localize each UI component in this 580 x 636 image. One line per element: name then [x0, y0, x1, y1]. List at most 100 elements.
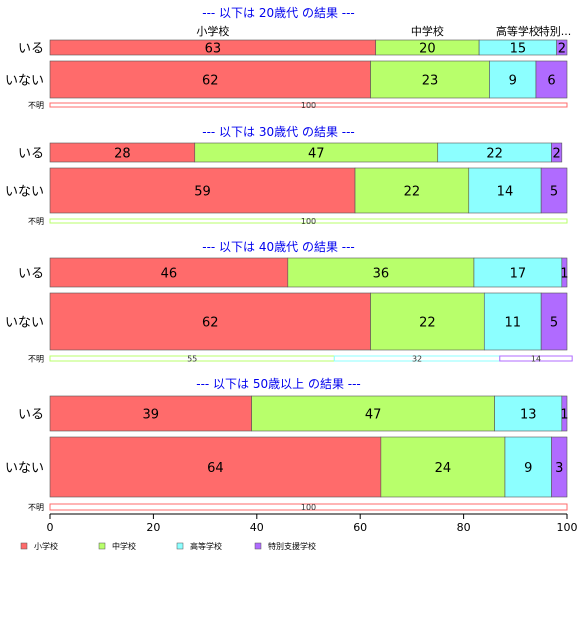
- segment-value-label: 5: [550, 316, 558, 331]
- segment-value-label: 62: [202, 74, 219, 89]
- segment-value-label: 100: [301, 503, 316, 512]
- bar-segment: [535, 60, 568, 99]
- segment-value-label: 47: [308, 147, 325, 162]
- bar-segment: [380, 436, 506, 498]
- bar-segment: [370, 60, 490, 99]
- category-header: 中学校: [411, 24, 444, 38]
- legend-label: 中学校: [112, 541, 136, 551]
- segment-value-label: 32: [412, 355, 422, 364]
- segment-value-label: 64: [207, 461, 224, 476]
- segment-value-label: 3: [555, 461, 563, 476]
- segment-value-label: 9: [509, 74, 517, 89]
- category-header: 特別...: [539, 24, 572, 38]
- row-label: いない: [5, 316, 44, 331]
- segment-value-label: 20: [419, 42, 436, 57]
- segment-value-label: 47: [365, 408, 382, 423]
- row-label: 不明: [28, 101, 44, 110]
- x-tick-label: 100: [557, 521, 578, 534]
- bar-segment: [354, 167, 470, 214]
- segment-value-label: 55: [187, 355, 197, 364]
- row-label: 不明: [28, 503, 44, 512]
- bar-segment: [49, 395, 252, 432]
- bar-segment: [540, 167, 568, 214]
- legend-swatch: [20, 542, 28, 550]
- segment-value-label: 22: [486, 147, 503, 162]
- bar-segment: [251, 395, 495, 432]
- segment-value-label: 15: [510, 42, 527, 57]
- bar-segment: [494, 395, 563, 432]
- segment-value-label: 17: [510, 267, 527, 282]
- segment-value-label: 39: [143, 408, 160, 423]
- bar-segment: [561, 257, 568, 288]
- x-tick-label: 20: [146, 521, 160, 534]
- bar-segment: [49, 257, 289, 288]
- bar-segment: [287, 257, 475, 288]
- segment-value-label: 9: [524, 461, 532, 476]
- segment-value-label: 63: [205, 42, 222, 57]
- bar-segment: [49, 218, 568, 224]
- segment-value-label: 23: [422, 74, 439, 89]
- legend-label: 小学校: [34, 541, 58, 551]
- bar-segment: [483, 292, 542, 351]
- row-label: いる: [18, 147, 44, 162]
- row-label: いる: [18, 267, 44, 282]
- bar-segment: [49, 436, 382, 498]
- segment-value-label: 24: [435, 461, 452, 476]
- row-label: 不明: [28, 355, 44, 364]
- bar-segment: [49, 60, 371, 99]
- row-label: いる: [18, 42, 44, 57]
- segment-value-label: 46: [161, 267, 178, 282]
- row-label: いない: [5, 185, 44, 200]
- bar-segment: [49, 167, 356, 214]
- legend-label: 高等学校: [190, 541, 222, 551]
- segment-value-label: 11: [504, 316, 521, 331]
- segment-value-label: 22: [419, 316, 436, 331]
- legend-swatch: [98, 542, 106, 550]
- row-label: いない: [5, 461, 44, 476]
- segment-value-label: 22: [404, 185, 421, 200]
- bar-segment: [561, 395, 568, 432]
- bar-segment: [551, 142, 563, 163]
- bar-segment: [551, 436, 568, 498]
- bar-segment: [49, 292, 371, 351]
- legend-swatch: [176, 542, 184, 550]
- segment-value-label: 2: [553, 147, 561, 162]
- bar-segment: [49, 102, 568, 108]
- segment-value-label: 62: [202, 316, 219, 331]
- segment-value-label: 13: [520, 408, 537, 423]
- group-title: --- 以下は 20歳代 の結果 ---: [202, 6, 355, 20]
- segment-value-label: 59: [194, 185, 211, 200]
- category-header: 小学校: [196, 24, 229, 38]
- segment-value-label: 2: [558, 42, 566, 57]
- bar-segment: [499, 355, 573, 362]
- segment-value-label: 1: [560, 267, 568, 282]
- segment-value-label: 28: [114, 147, 131, 162]
- group-title: --- 以下は 40歳代 の結果 ---: [202, 240, 355, 254]
- group-title: --- 以下は 30歳代 の結果 ---: [202, 125, 355, 139]
- legend-swatch: [254, 542, 262, 550]
- segment-value-label: 100: [301, 101, 316, 110]
- segment-value-label: 100: [301, 217, 316, 226]
- row-label: いる: [18, 408, 44, 423]
- x-tick-label: 40: [250, 521, 264, 534]
- segment-value-label: 6: [547, 74, 555, 89]
- bar-segment: [468, 167, 542, 214]
- group-title: --- 以下は 50歳以上 の結果 ---: [196, 377, 361, 391]
- row-label: いない: [5, 74, 44, 89]
- x-tick-label: 60: [353, 521, 367, 534]
- bar-segment: [473, 257, 563, 288]
- x-tick-label: 0: [47, 521, 54, 534]
- bar-segment: [49, 503, 568, 511]
- bar-segment: [556, 39, 568, 56]
- row-label: 不明: [28, 217, 44, 226]
- bar-segment: [540, 292, 568, 351]
- category-header: 高等学校: [496, 24, 540, 38]
- x-tick-label: 80: [457, 521, 471, 534]
- segment-value-label: 14: [497, 185, 514, 200]
- segment-value-label: 14: [531, 355, 541, 364]
- segment-value-label: 36: [373, 267, 390, 282]
- segment-value-label: 1: [560, 408, 568, 423]
- bar-segment: [370, 292, 485, 351]
- legend-label: 特別支援学校: [268, 541, 316, 551]
